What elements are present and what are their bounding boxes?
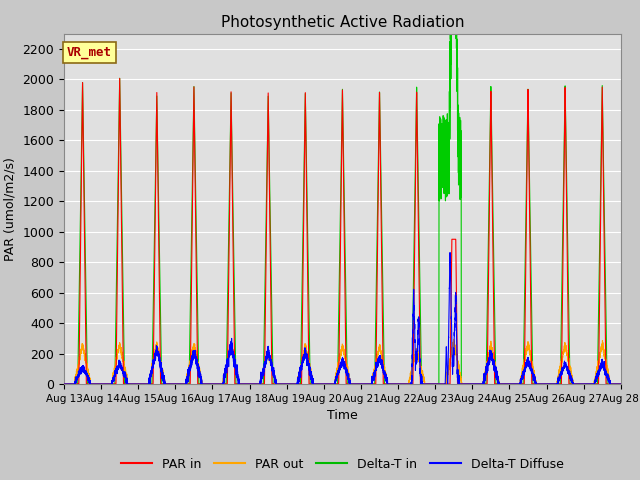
Y-axis label: PAR (umol/m2/s): PAR (umol/m2/s) bbox=[4, 157, 17, 261]
X-axis label: Time: Time bbox=[327, 409, 358, 422]
Legend: PAR in, PAR out, Delta-T in, Delta-T Diffuse: PAR in, PAR out, Delta-T in, Delta-T Dif… bbox=[116, 453, 569, 476]
Title: Photosynthetic Active Radiation: Photosynthetic Active Radiation bbox=[221, 15, 464, 30]
Text: VR_met: VR_met bbox=[67, 46, 112, 59]
